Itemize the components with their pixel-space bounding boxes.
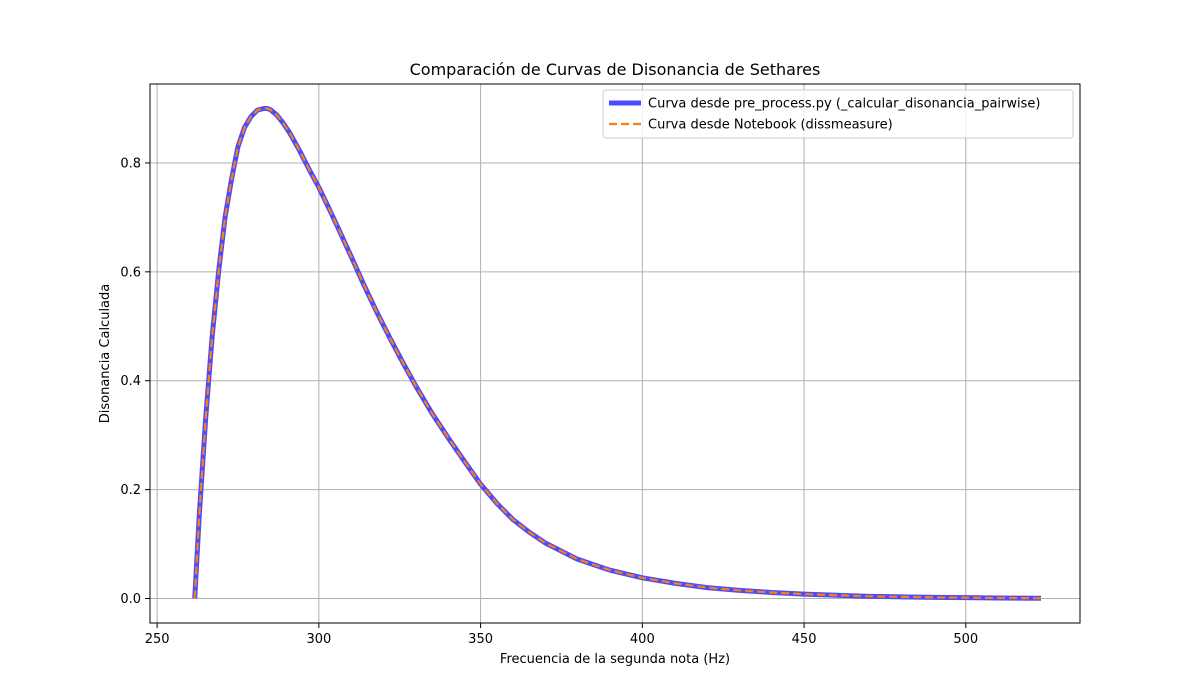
x-tick-label: 500	[953, 632, 978, 647]
series-line-notebook	[193, 107, 1042, 600]
y-tick-label: 0.8	[120, 156, 141, 171]
x-tick-label: 450	[792, 632, 817, 647]
y-tick-label: 0.4	[120, 374, 141, 389]
legend-box	[602, 89, 1074, 139]
axes-frame	[149, 83, 1081, 624]
x-tick-label: 350	[468, 632, 493, 647]
y-tick-label: 0.0	[120, 592, 141, 607]
axis-ticks: 250 300 350 400 450 500 0.0 0.2 0.4 0.6 0.8	[120, 156, 978, 647]
legend: Curva desde pre_process.py (_calcular_di…	[602, 89, 1074, 139]
y-tick-label: 0.6	[120, 265, 141, 280]
x-axis-label: Frecuencia de la segunda nota (Hz)	[500, 652, 730, 667]
x-tick-label: 300	[306, 632, 331, 647]
x-tick-label: 400	[630, 632, 655, 647]
y-axis-label: Disonancia Calculada	[98, 284, 113, 424]
y-tick-label: 0.2	[120, 483, 141, 498]
series-layer	[192, 106, 1042, 601]
legend-label-notebook: Curva desde Notebook (dissmeasure)	[648, 118, 893, 133]
x-tick-label: 250	[145, 632, 170, 647]
chart-title: Comparación de Curvas de Disonancia de S…	[410, 60, 821, 79]
legend-label-pre-process: Curva desde pre_process.py (_calcular_di…	[648, 97, 1040, 112]
